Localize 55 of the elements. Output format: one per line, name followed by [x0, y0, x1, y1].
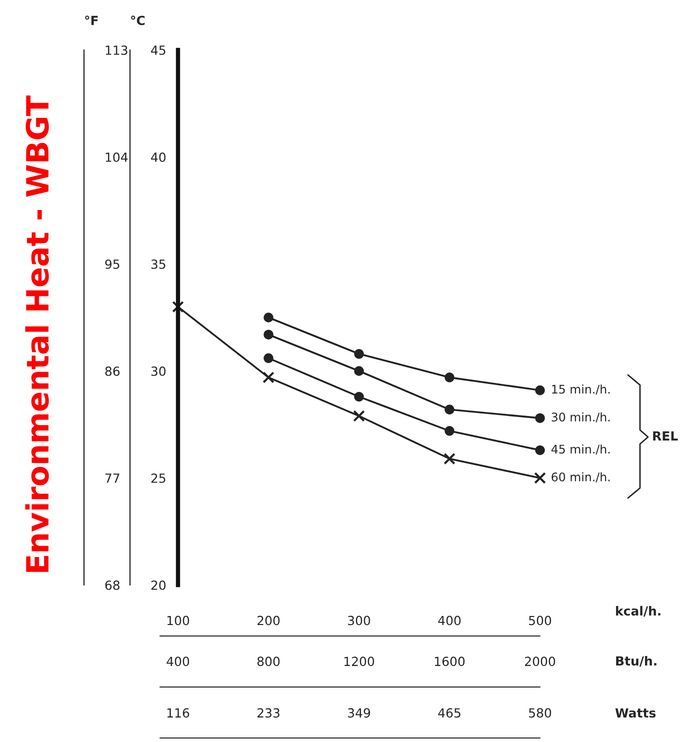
series-label: 30 min./h.: [552, 412, 610, 422]
y2-tick-label: 104: [106, 152, 128, 162]
x2-axis-title: Btu/h.: [616, 656, 656, 667]
point: [353, 410, 365, 422]
series-label: 45 min./h.: [551, 444, 610, 455]
x2-tick-label: 800: [257, 656, 280, 666]
y2-tick-label: 77: [105, 474, 120, 483]
text: REL: [653, 431, 678, 440]
point: [444, 426, 454, 436]
y2-tick-label: 113: [106, 45, 128, 55]
point: [535, 413, 545, 423]
point: [535, 385, 545, 396]
x2-tick-label: 400: [166, 656, 190, 666]
point: [264, 353, 274, 364]
text: Environmental Heat - WBGT: [25, 95, 49, 572]
point: [264, 330, 274, 340]
y-tick-label: 40: [151, 152, 166, 162]
x-tick-label: 300: [348, 616, 370, 626]
text: 465: [438, 708, 460, 718]
point: [535, 445, 545, 456]
series-label: 60 min./h.: [552, 472, 610, 482]
series-label: 15 min./h.: [552, 384, 610, 395]
y2-tick-label: 95: [105, 259, 120, 269]
y-tick-label: 25: [151, 473, 166, 483]
text: 116: [167, 708, 190, 718]
text: 233: [257, 708, 280, 718]
point: [354, 366, 364, 376]
y2-tick-label: 86: [105, 366, 120, 376]
x-tick-label: 400: [438, 616, 461, 626]
text: 349: [348, 708, 370, 718]
y2-tick-label: 68: [105, 580, 120, 590]
x-tick-label: 500: [529, 616, 552, 626]
text: 580: [529, 708, 552, 718]
point: [354, 349, 364, 359]
x-axis-title: kcal/h.: [616, 606, 660, 617]
point: [354, 392, 364, 402]
y-tick-label: 30: [151, 366, 166, 376]
x-tick-label: 100: [167, 616, 190, 626]
text: Watts: [615, 708, 656, 718]
x2-tick-label: 1600: [434, 656, 465, 666]
y2-axis-title: °F: [85, 16, 98, 25]
point: [172, 300, 184, 313]
y-tick-label: 35: [151, 259, 166, 269]
y-axis-title: °C: [131, 16, 145, 26]
point: [444, 404, 454, 414]
point: [534, 472, 546, 484]
point: [264, 312, 274, 322]
point: [444, 372, 454, 382]
point: [444, 452, 456, 465]
point: [262, 372, 274, 384]
x-tick-label: 200: [257, 616, 280, 626]
y-tick-label: 20: [151, 580, 166, 590]
x2-tick-label: 2000: [525, 656, 556, 666]
x2-tick-label: 1200: [344, 656, 374, 666]
y-tick-label: 45: [151, 46, 166, 55]
